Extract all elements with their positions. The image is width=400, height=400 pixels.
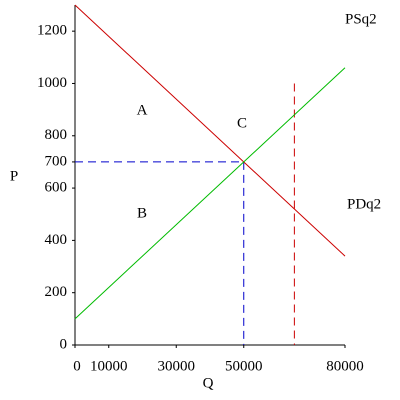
x-tick-label: 0 (73, 358, 81, 374)
series-label: PDq2 (347, 196, 381, 212)
y-tick-label: 1000 (37, 75, 67, 91)
y-tick-label: 0 (60, 336, 68, 352)
x-tick-label: 50000 (225, 358, 263, 374)
y-tick-label: 400 (45, 232, 68, 248)
series-line (74, 4, 346, 257)
y-axis-label: P (10, 168, 18, 184)
y-tick-label: 600 (45, 180, 68, 196)
x-tick-label: 10000 (90, 358, 128, 374)
y-tick-label: 700 (45, 153, 68, 169)
y-tick-label: 800 (45, 127, 68, 143)
x-axis-label: Q (203, 375, 214, 391)
y-tick-label: 1200 (37, 23, 67, 39)
annotation: A (137, 102, 148, 118)
x-tick-label: 80000 (326, 358, 364, 374)
x-tick-label: 30000 (158, 358, 196, 374)
series-line (74, 67, 346, 320)
annotation: B (137, 205, 147, 221)
y-tick-label: 200 (45, 284, 68, 300)
series-label: PSq2 (345, 11, 377, 27)
annotation: C (237, 115, 247, 131)
